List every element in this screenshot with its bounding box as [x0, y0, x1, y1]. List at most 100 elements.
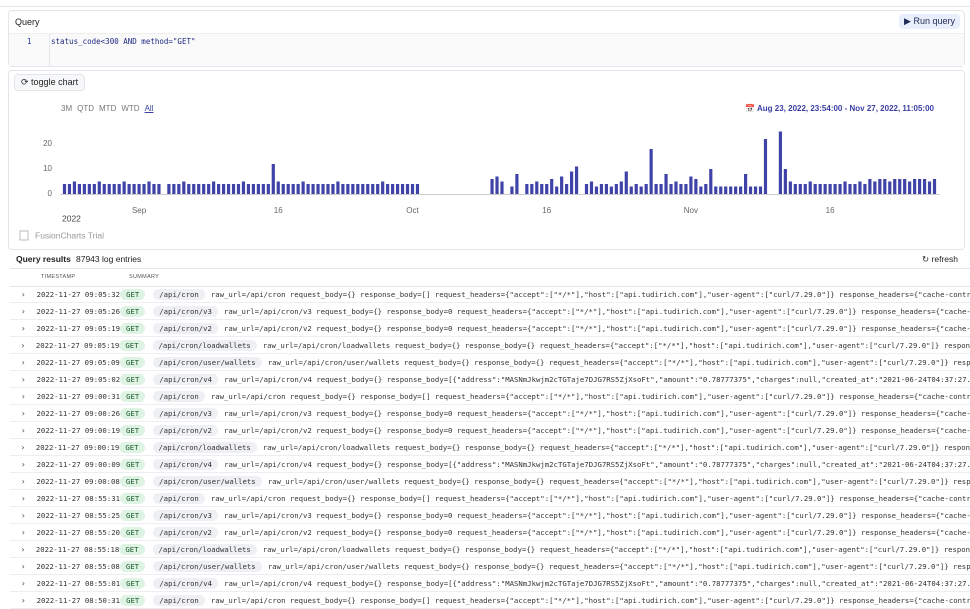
- range-button[interactable]: 3M: [61, 104, 73, 113]
- log-row[interactable]: › 2022-11-27 08:55:31 GET/api/cron raw_url=…: [10, 490, 970, 507]
- bar: [132, 184, 136, 194]
- log-row[interactable]: › 2022-11-27 09:00:19 GET/api/cron/loadwal…: [10, 439, 970, 456]
- bar: [296, 184, 300, 194]
- bar: [212, 181, 216, 194]
- expand-chevron[interactable]: ›: [20, 391, 26, 401]
- y-tick-label: 0: [48, 189, 53, 198]
- timestamp: 2022-11-27 08:55:25: [36, 510, 121, 520]
- bar: [122, 181, 126, 194]
- log-row[interactable]: › 2022-11-27 08:55:20 GET/api/cron/v2 raw_u…: [10, 524, 970, 541]
- range-button[interactable]: All: [144, 104, 154, 113]
- path-badge: /api/cron/loadwallets: [152, 441, 257, 453]
- expand-chevron[interactable]: ›: [20, 374, 26, 384]
- bar: [729, 186, 733, 194]
- bar: [62, 184, 67, 194]
- bar: [624, 171, 628, 194]
- refresh-label[interactable]: refresh: [931, 254, 958, 264]
- expand-chevron[interactable]: ›: [20, 306, 26, 316]
- expand-chevron[interactable]: ›: [20, 340, 26, 350]
- watermark: FusionCharts Trial: [35, 230, 104, 240]
- bar: [291, 184, 295, 194]
- expand-chevron[interactable]: ›: [20, 493, 26, 503]
- bar: [172, 184, 176, 194]
- log-row[interactable]: › 2022-11-27 09:00:31 GET/api/cron raw_url=…: [10, 388, 970, 405]
- expand-chevron[interactable]: ›: [20, 357, 26, 367]
- method-badge: GET: [120, 577, 146, 589]
- expand-chevron[interactable]: ›: [20, 527, 26, 537]
- log-row[interactable]: › 2022-11-27 08:50:31 GET/api/cron raw_url=…: [10, 592, 970, 609]
- bar: [848, 184, 852, 194]
- expand-chevron[interactable]: ›: [20, 323, 26, 333]
- query-text[interactable]: status_code<300 AND method="GET": [51, 37, 196, 46]
- bar: [271, 164, 275, 194]
- range-button[interactable]: MTD: [99, 104, 117, 113]
- log-row[interactable]: › 2022-11-27 08:55:01 GET/api/cron/v4 raw_u…: [10, 575, 970, 592]
- expand-chevron[interactable]: ›: [20, 289, 26, 299]
- bar: [843, 181, 847, 194]
- bar: [316, 184, 320, 194]
- bar: [415, 184, 420, 194]
- expand-chevron[interactable]: ›: [20, 510, 26, 520]
- expand-chevron[interactable]: ›: [20, 578, 26, 588]
- expand-chevron[interactable]: ›: [20, 544, 26, 554]
- log-row[interactable]: › 2022-11-27 09:00:26 GET/api/cron/v3 raw_u…: [10, 405, 970, 422]
- expand-chevron[interactable]: ›: [20, 595, 26, 605]
- bar: [932, 179, 937, 194]
- log-row[interactable]: › 2022-11-27 09:05:09 GET/api/cron/user/wa…: [10, 354, 970, 371]
- summary: raw_url=/api/cron/v3 request_body={} res…: [223, 306, 970, 316]
- log-row[interactable]: › 2022-11-27 09:05:02 GET/api/cron/v4 raw_u…: [10, 371, 970, 388]
- log-row[interactable]: › 2022-11-27 08:55:08 GET/api/cron/user/wa…: [10, 558, 970, 575]
- log-row[interactable]: › 2022-11-27 09:05:26 GET/api/cron/v3 raw_u…: [10, 303, 970, 320]
- run-query-button[interactable]: ▶ Run query: [899, 14, 960, 29]
- editor[interactable]: 1 status_code<300 AND method="GET": [9, 33, 964, 66]
- toggle-chart-label[interactable]: toggle chart: [31, 77, 79, 87]
- bar: [331, 184, 335, 194]
- expand-chevron[interactable]: ›: [20, 408, 26, 418]
- summary: raw_url=/api/cron request_body={} respon…: [210, 493, 970, 503]
- bar: [346, 184, 350, 194]
- bar: [207, 184, 211, 194]
- log-row[interactable]: › 2022-11-27 08:55:25 GET/api/cron/v3 raw_u…: [10, 507, 970, 524]
- range-button[interactable]: QTD: [77, 104, 95, 113]
- toggle-chart-button[interactable]: ⟳ toggle chart: [14, 74, 86, 91]
- chart-panel: ⟳ toggle chart 3M QTD MTD WTD All 📅 Aug 23, …: [8, 70, 965, 250]
- path-badge: /api/cron: [153, 594, 205, 606]
- path-badge: /api/cron/v2: [153, 424, 218, 436]
- expand-chevron[interactable]: ›: [20, 561, 26, 571]
- refresh-button[interactable]: ↻ refresh: [922, 254, 958, 264]
- log-row[interactable]: › 2022-11-27 09:00:08 GET/api/cron/user/wa…: [10, 473, 970, 490]
- log-row[interactable]: › 2022-11-27 09:00:09 GET/api/cron/v4 raw_u…: [10, 456, 970, 473]
- bar: [326, 184, 330, 194]
- log-row[interactable]: › 2022-11-27 08:55:18 GET/api/cron/loadwal…: [10, 541, 970, 558]
- range-button[interactable]: WTD: [121, 104, 140, 113]
- expand-chevron[interactable]: ›: [20, 442, 26, 452]
- year-label: 2022: [62, 213, 81, 223]
- bar: [530, 184, 534, 194]
- timestamp: 2022-11-27 08:55:08: [36, 561, 120, 571]
- bar: [719, 186, 723, 194]
- date-range-text[interactable]: Aug 23, 2022, 23:54:00 - Nov 27, 2022, 1…: [757, 104, 934, 113]
- x-tick-label: Sep: [132, 206, 147, 215]
- x-tick-label: Nov: [684, 206, 698, 215]
- bar: [202, 184, 206, 194]
- log-row[interactable]: › 2022-11-27 09:05:32 GET/api/cron raw_url=…: [10, 286, 970, 303]
- log-row[interactable]: › 2022-11-27 09:00:19 GET/api/cron/v2 raw_u…: [10, 422, 970, 439]
- bar: [510, 186, 514, 194]
- method-badge: GET: [119, 560, 146, 572]
- bar: [893, 179, 897, 194]
- date-range[interactable]: 📅 Aug 23, 2022, 23:54:00 - Nov 27, 2022,…: [745, 104, 934, 113]
- bar: [908, 181, 912, 194]
- expand-chevron[interactable]: ›: [20, 459, 26, 469]
- bar: [858, 181, 862, 194]
- run-query-label[interactable]: Run query: [913, 16, 955, 26]
- log-row[interactable]: › 2022-11-27 09:05:19 GET/api/cron/v2 raw_u…: [10, 320, 970, 337]
- expand-chevron[interactable]: ›: [20, 476, 26, 486]
- path-badge: /api/cron/v4: [153, 373, 219, 385]
- log-row[interactable]: › 2022-11-27 09:05:19 GET/api/cron/loadwal…: [10, 337, 970, 354]
- summary: raw_url=/api/cron/user/wallets request_b…: [267, 476, 970, 486]
- expand-chevron[interactable]: ›: [20, 425, 26, 435]
- method-badge: GET: [119, 441, 145, 453]
- bar: [724, 186, 728, 194]
- bar: [495, 176, 499, 194]
- timestamp: 2022-11-27 09:00:08: [36, 476, 120, 486]
